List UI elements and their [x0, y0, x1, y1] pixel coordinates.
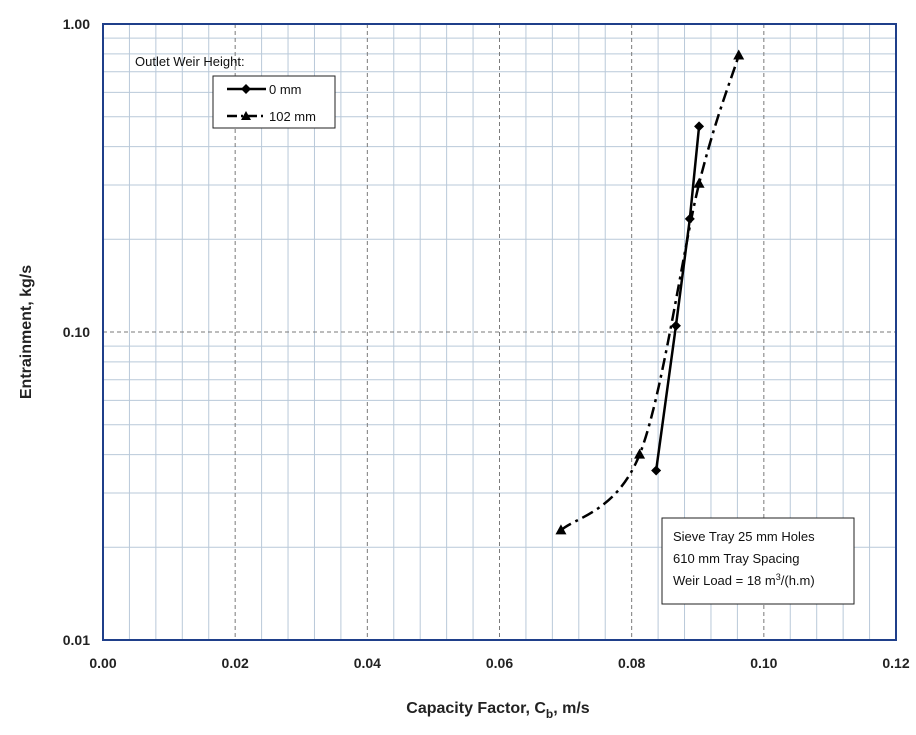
- legend: Outlet Weir Height: 0 mm 102 mm: [135, 54, 336, 129]
- tick-labels: 0.00 0.02 0.04 0.06 0.08 0.10 0.12 0.01 0.10 1.00: [63, 16, 910, 671]
- series-layer: [555, 49, 745, 535]
- annotation-line-1: Sieve Tray 25 mm Holes: [673, 529, 815, 544]
- data-point-triangle: [693, 177, 705, 188]
- x-tick-label: 0.10: [750, 655, 777, 671]
- annotation-line-3: Weir Load = 18 m3/(h.m): [673, 572, 815, 588]
- legend-label-0mm: 0 mm: [269, 82, 302, 97]
- annotation-box: [661, 517, 855, 605]
- legend-label-102mm: 102 mm: [269, 109, 316, 124]
- annotation: Sieve Tray 25 mm Holes 610 mm Tray Spaci…: [661, 517, 855, 605]
- data-point-triangle: [555, 524, 567, 535]
- annotation-line-3-main: Weir Load = 18 m: [673, 573, 776, 588]
- annotation-line-3-tail: /(h.m): [781, 573, 815, 588]
- plot-area-border: [102, 23, 897, 641]
- legend-title: Outlet Weir Height:: [135, 54, 245, 69]
- x-tick-label: 0.00: [89, 655, 116, 671]
- x-axis-title-sub: b: [546, 707, 553, 721]
- legend-item-102mm: 102 mm: [227, 109, 316, 124]
- data-point-diamond: [694, 121, 705, 132]
- x-tick-label: 0.06: [486, 655, 513, 671]
- series-line-102mm: [560, 55, 740, 532]
- data-point-triangle: [733, 49, 745, 60]
- x-tick-label: 0.12: [882, 655, 909, 671]
- x-axis-title: Capacity Factor, Cb, m/s: [406, 700, 590, 721]
- series-line-0mm: [654, 126, 701, 471]
- annotation-line-3-sup: 3: [776, 572, 781, 582]
- data-point-diamond: [670, 320, 681, 331]
- legend-marker-diamond: [241, 84, 251, 94]
- x-axis-title-main: Capacity Factor, C: [406, 700, 546, 717]
- y-tick-label: 0.01: [63, 632, 90, 648]
- y-tick-label: 0.10: [63, 324, 90, 340]
- data-point-triangle: [634, 448, 646, 459]
- x-tick-label: 0.02: [222, 655, 249, 671]
- annotation-line-2: 610 mm Tray Spacing: [673, 551, 799, 566]
- data-point-diamond: [651, 465, 662, 476]
- x-axis-title-unit: , m/s: [553, 700, 590, 717]
- y-axis-title: Entrainment, kg/s: [18, 265, 35, 399]
- x-tick-label: 0.08: [618, 655, 645, 671]
- legend-item-0mm: 0 mm: [227, 82, 302, 97]
- legend-box: [212, 75, 336, 129]
- x-tick-label: 0.04: [354, 655, 381, 671]
- legend-marker-triangle: [241, 111, 251, 120]
- y-tick-label: 1.00: [63, 16, 90, 32]
